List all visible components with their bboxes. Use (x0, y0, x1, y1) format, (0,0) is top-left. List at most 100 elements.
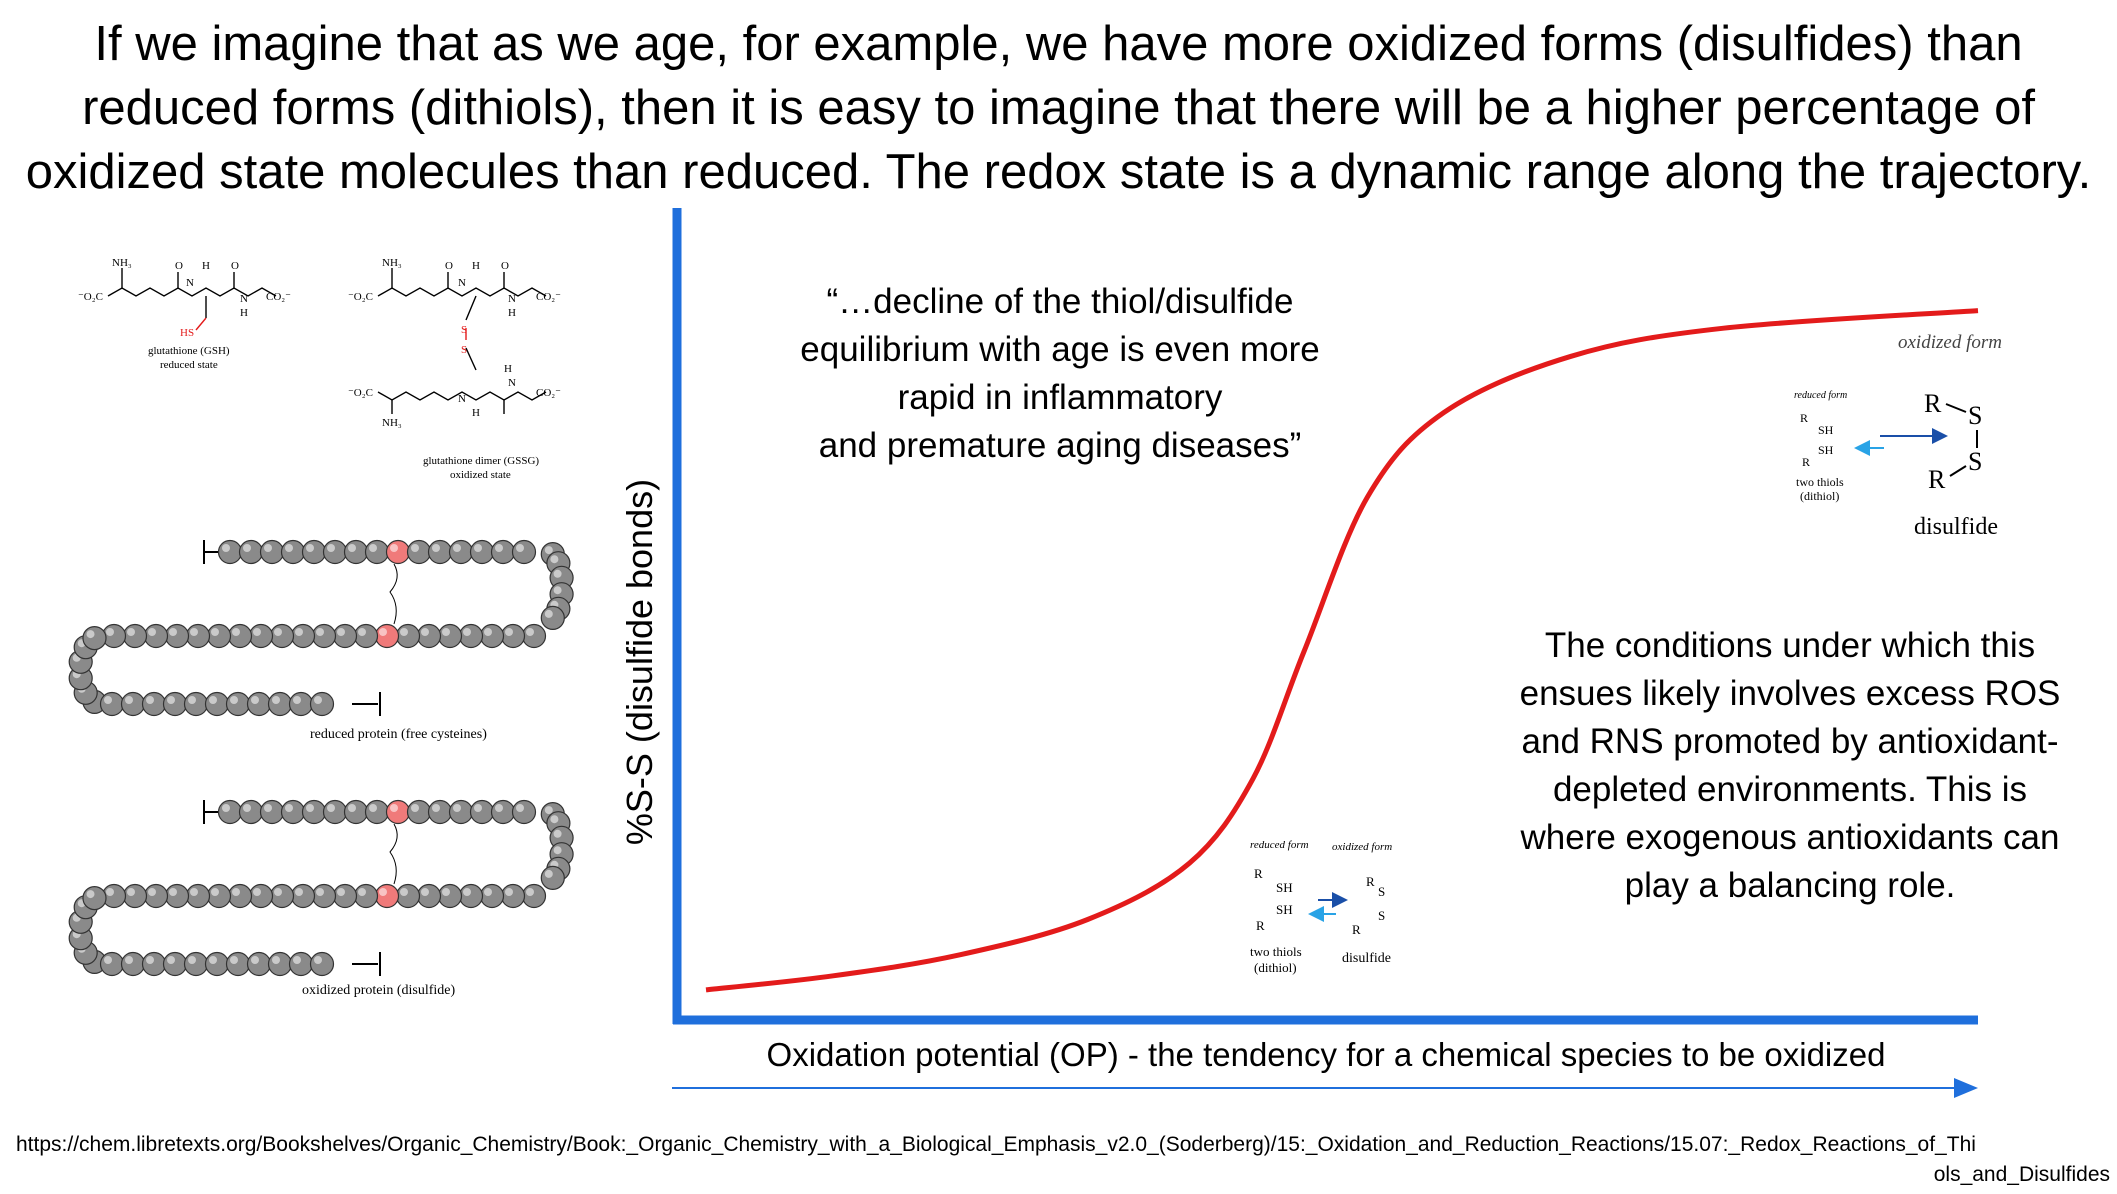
bead-highlight (316, 628, 324, 636)
inset-large-reduced-form: reduced form (1794, 390, 1847, 401)
inset-large-r2: R (1802, 455, 1810, 469)
bead-highlight (167, 696, 175, 704)
conditions-text: The conditions under which this ensues l… (1480, 622, 2100, 910)
amino-acid-bead (458, 623, 484, 649)
amino-acid-bead (521, 623, 547, 649)
bead-highlight (306, 544, 314, 552)
amino-acid-bead (301, 799, 327, 825)
amino-acid-bead (246, 951, 272, 977)
amino-acid-bead (353, 883, 379, 909)
quote-line-3: rapid in inflammatory (897, 378, 1223, 417)
bead-highlight (390, 544, 398, 552)
amino-acid-bead (469, 799, 495, 825)
amino-acid-bead (479, 623, 505, 649)
inset-small-reduced-form: reduced form (1250, 839, 1309, 851)
bead-highlight (285, 544, 293, 552)
inset-small-sh1: SH (1276, 880, 1293, 895)
bead-highlight (463, 888, 471, 896)
amino-acid-bead (248, 623, 274, 649)
bead-highlight (209, 696, 217, 704)
bead-highlight (188, 956, 196, 964)
bead-highlight (232, 888, 240, 896)
quote-line-4: and premature aging diseases” (818, 426, 1302, 465)
bead-highlight (264, 804, 272, 812)
amino-acid-bead (227, 623, 253, 649)
bead-highlight (358, 888, 366, 896)
inset-small-sh2: SH (1276, 902, 1293, 917)
inset-small-s2: S (1378, 908, 1385, 923)
amino-acid-bead (332, 883, 358, 909)
bead-highlight (190, 888, 198, 896)
bead-highlight (209, 956, 217, 964)
source-url-line-1: https://chem.libretexts.org/Bookshelves/… (16, 1133, 1976, 1156)
bead-highlight (264, 544, 272, 552)
amino-acid-bead (227, 883, 253, 909)
amino-acid-bead (395, 883, 421, 909)
amino-acid-bead (122, 623, 148, 649)
amino-acid-bead (500, 623, 526, 649)
amino-acid-bead (437, 623, 463, 649)
inset-small-disulfide: disulfide (1342, 951, 1391, 966)
gssg-n4: N (458, 393, 466, 405)
bead-highlight (293, 696, 301, 704)
bead-highlight (516, 544, 524, 552)
inset-large-bond1 (1945, 403, 1967, 413)
bead-highlight (272, 956, 280, 964)
bead-highlight (230, 956, 238, 964)
bead-highlight (526, 888, 534, 896)
amino-acid-bead (183, 951, 209, 977)
bead-highlight (148, 628, 156, 636)
amino-acid-bead (385, 539, 411, 565)
bead-highlight (169, 888, 177, 896)
bead-highlight (232, 628, 240, 636)
reduced-protein-chain (68, 539, 574, 717)
bead-highlight (553, 586, 562, 595)
oxidation-curve (705, 308, 1979, 993)
inset-large-r1: R (1800, 411, 1808, 425)
bead-highlight (125, 956, 133, 964)
amino-acid-bead (511, 799, 537, 825)
title-line-3: oxidized state molecules than reduced. T… (25, 145, 2092, 199)
amino-acid-bead (269, 623, 295, 649)
amino-acid-bead (290, 623, 316, 649)
bead-highlight (211, 628, 219, 636)
bead-highlight (327, 544, 335, 552)
gssg-molecule (377, 268, 547, 414)
amino-acid-bead (217, 799, 243, 825)
inset-large-oxidized-form: oxidized form (1898, 332, 2002, 353)
bead-highlight (358, 628, 366, 636)
gssg-n2: N (508, 293, 516, 305)
bead-highlight (190, 628, 198, 636)
amino-acid-bead (141, 951, 167, 977)
inset-large-two-thiols: two thiols (1796, 475, 1844, 489)
inset-large-sh2: SH (1818, 443, 1834, 457)
amino-acid-bead (162, 951, 188, 977)
gssg-n3: N (508, 377, 516, 389)
bead-highlight (293, 956, 301, 964)
amino-acid-bead (99, 951, 125, 977)
gsh-h1: H (202, 260, 210, 272)
amino-acid-bead (416, 623, 442, 649)
gsh-state: reduced state (160, 359, 218, 371)
bead-highlight (495, 804, 503, 812)
amino-acid-bead (290, 883, 316, 909)
gssg-n1: N (458, 277, 466, 289)
quote-line-2: equilibrium with age is even more (800, 330, 1320, 369)
amino-acid-bead (395, 623, 421, 649)
title-line-1: If we imagine that as we age, for exampl… (94, 17, 2023, 71)
bead-highlight (86, 630, 95, 639)
amino-acid-bead (164, 623, 190, 649)
amino-acid-bead (204, 691, 230, 717)
inset-large-r3: R (1924, 389, 1942, 418)
conditions-line-3: and RNS promoted by antioxidant- (1521, 722, 2059, 761)
bead-highlight (400, 888, 408, 896)
amino-acid-bead (343, 799, 369, 825)
bead-highlight (222, 804, 230, 812)
bead-highlight (432, 804, 440, 812)
bead-highlight (188, 696, 196, 704)
inset-large-bond3 (1949, 465, 1967, 477)
amino-acid-bead (490, 799, 516, 825)
amino-acid-bead (374, 883, 400, 909)
bead-highlight (169, 628, 177, 636)
gsh-h2: H (240, 307, 248, 319)
